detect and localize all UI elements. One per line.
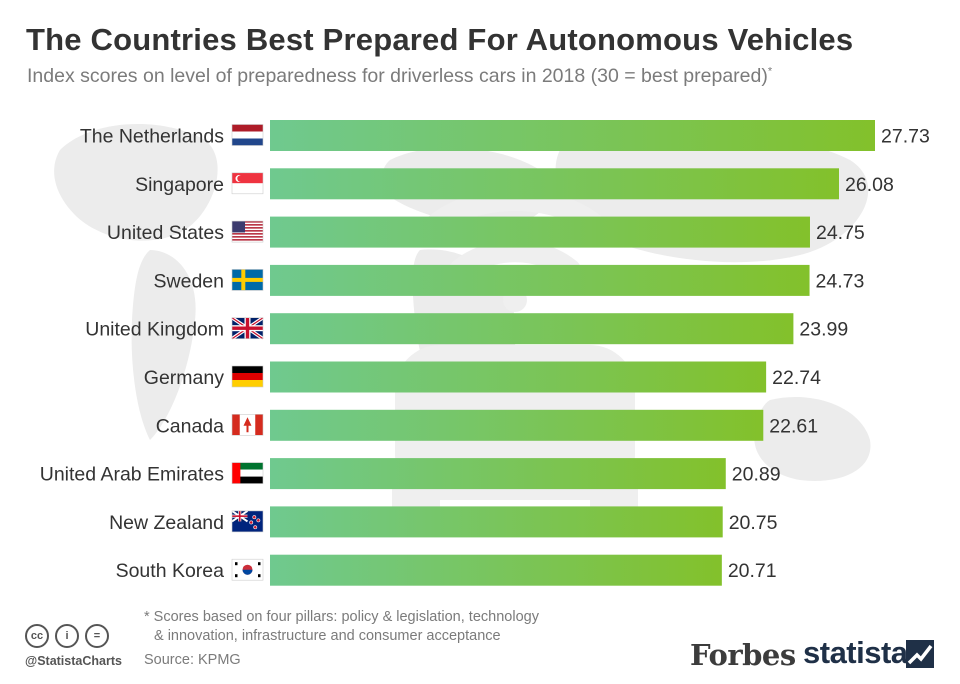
- license-icons: cc i =: [25, 624, 109, 648]
- footnote: * Scores based on four pillars: policy &…: [144, 608, 539, 646]
- bar-row: Canada 22.61: [156, 409, 818, 441]
- source-text: Source: KPMG: [144, 652, 241, 668]
- statista-logo[interactable]: statista: [803, 635, 908, 670]
- category-label: United States: [107, 222, 224, 244]
- creative-commons-icon[interactable]: cc: [25, 624, 49, 648]
- bar: [270, 409, 764, 441]
- bar: [270, 361, 767, 393]
- bar-row: Sweden 24.73: [154, 264, 865, 296]
- bar-row: United Arab Emirates 20.89: [40, 458, 781, 490]
- footnote-line-2: & innovation, infrastructure and consume…: [154, 628, 501, 644]
- flag-nl-icon: [231, 124, 264, 146]
- footnote-line-1: * Scores based on four pillars: policy &…: [144, 609, 539, 625]
- bar-chart: The Netherlands 27.73 Singapore 26.08 United…: [40, 120, 930, 586]
- flag-us-icon: [231, 220, 264, 243]
- value-label: 20.75: [729, 512, 778, 534]
- bar-row: Singapore 26.08: [135, 168, 894, 200]
- bar: [270, 554, 722, 586]
- bar: [270, 264, 810, 296]
- bar: [270, 506, 723, 538]
- chart-title: The Countries Best Prepared For Autonomo…: [26, 22, 854, 57]
- bar: [270, 313, 794, 345]
- chart-subtitle: Index scores on level of preparedness fo…: [27, 65, 772, 88]
- value-label: 27.73: [881, 126, 930, 148]
- bar-row: United Kingdom 23.99: [85, 313, 848, 345]
- category-label: Singapore: [135, 174, 224, 196]
- bar-row: United States 24.75: [107, 216, 865, 248]
- flag-kr-icon: [231, 558, 264, 581]
- subtitle-text: Index scores on level of preparedness fo…: [27, 65, 768, 87]
- category-label: Germany: [144, 367, 224, 389]
- category-label: United Kingdom: [85, 319, 224, 341]
- flag-gb-icon: [231, 316, 264, 341]
- subtitle-footnote-mark: *: [767, 65, 773, 78]
- flag-sg-icon: [231, 172, 264, 195]
- value-label: 24.73: [816, 270, 865, 292]
- value-label: 26.08: [845, 174, 894, 196]
- value-label: 22.74: [772, 367, 821, 389]
- value-label: 20.89: [732, 464, 781, 486]
- attribution-icon[interactable]: i: [55, 624, 79, 648]
- category-label: Sweden: [154, 270, 224, 292]
- forbes-logo[interactable]: Forbes: [690, 638, 796, 672]
- value-label: 23.99: [799, 319, 848, 341]
- category-label: United Arab Emirates: [40, 464, 225, 486]
- flag-ae-icon: [231, 462, 264, 484]
- statista-logo-mark-icon: [906, 640, 934, 668]
- bar-row: New Zealand 20.75: [109, 506, 778, 538]
- bar: [270, 168, 840, 200]
- category-label: Canada: [156, 415, 224, 437]
- bar-row: South Korea 20.71: [116, 554, 777, 586]
- value-label: 24.75: [816, 222, 865, 244]
- category-label: New Zealand: [109, 512, 224, 534]
- value-label: 22.61: [769, 415, 818, 437]
- category-label: The Netherlands: [80, 126, 224, 148]
- bar: [270, 458, 726, 490]
- category-label: South Korea: [116, 560, 225, 582]
- no-derivatives-icon[interactable]: =: [85, 624, 109, 648]
- flag-ca-icon: [231, 413, 264, 436]
- statista-handle[interactable]: @StatistaCharts: [25, 654, 122, 668]
- flag-de-icon: [231, 365, 264, 388]
- bar: [270, 120, 875, 151]
- bar-row: The Netherlands 27.73: [80, 120, 930, 151]
- flag-nz-icon: [231, 510, 264, 533]
- bar-row: Germany 22.74: [144, 361, 821, 393]
- bar: [270, 216, 810, 248]
- flag-se-icon: [231, 269, 264, 291]
- value-label: 20.71: [728, 560, 777, 582]
